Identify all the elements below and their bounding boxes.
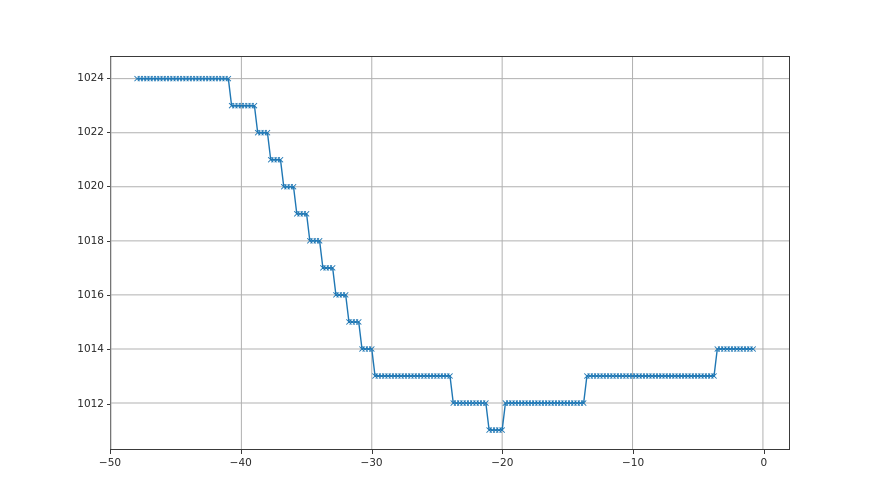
y-tick-label: 1012 <box>77 397 104 410</box>
y-tick-mark <box>106 186 110 188</box>
x-tick-mark <box>502 450 504 454</box>
x-tick-label: −30 <box>360 457 383 469</box>
x-tick-label: 0 <box>760 457 768 469</box>
y-tick-mark <box>106 295 110 297</box>
data-line <box>137 77 754 431</box>
x-tick-mark <box>371 450 373 454</box>
data-series-layer <box>134 75 757 433</box>
x-tick-label: −20 <box>491 457 514 469</box>
y-tick-mark <box>106 132 110 134</box>
x-tick-label: −10 <box>621 457 645 469</box>
plot-area <box>110 56 790 450</box>
y-tick-label: 1018 <box>77 234 104 247</box>
gridlines-layer <box>110 57 789 449</box>
y-tick-label: 1014 <box>77 343 104 356</box>
x-tick-mark <box>763 450 765 454</box>
y-tick-mark <box>106 349 110 351</box>
y-tick-label: 1024 <box>77 71 104 84</box>
y-tick-label: 1016 <box>77 289 104 302</box>
y-tick-label: 1022 <box>77 126 104 139</box>
y-tick-mark <box>106 403 110 405</box>
y-tick-label: 1020 <box>77 180 104 193</box>
data-markers <box>134 75 757 433</box>
x-tick-mark <box>633 450 635 454</box>
x-tick-label: −40 <box>229 457 252 469</box>
x-tick-label: −50 <box>98 457 122 469</box>
y-tick-mark <box>106 77 110 79</box>
x-tick-mark <box>110 450 111 454</box>
x-tick-mark <box>240 450 242 454</box>
y-tick-mark <box>106 240 110 242</box>
